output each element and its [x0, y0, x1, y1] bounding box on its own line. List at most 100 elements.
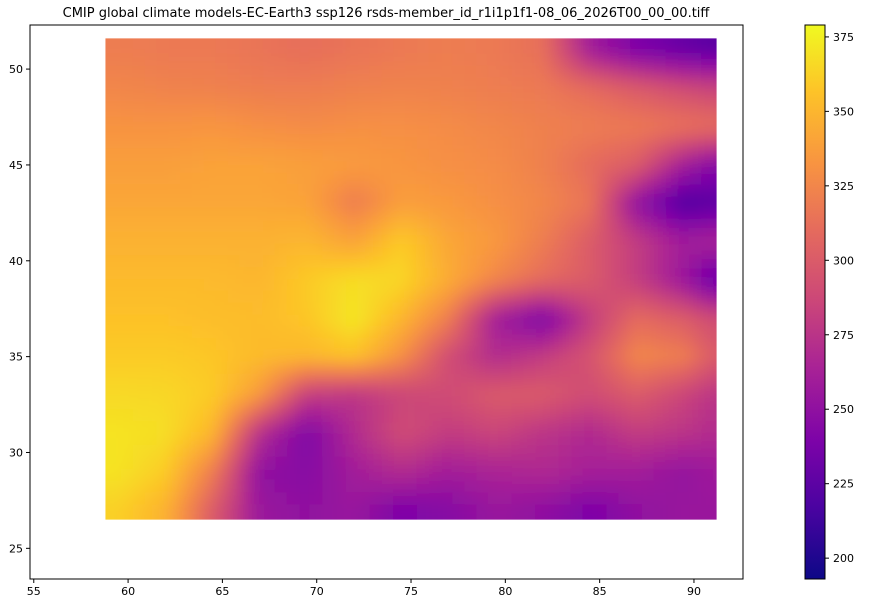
heatmap-cell: [653, 53, 667, 67]
heatmap-cell: [487, 148, 501, 162]
heatmap-cell: [298, 515, 311, 520]
heatmap-cell: [298, 456, 311, 470]
heatmap-cell: [381, 468, 394, 481]
heatmap-cell: [535, 385, 548, 399]
heatmap-cell: [310, 397, 323, 410]
heatmap-cell: [286, 219, 300, 233]
heatmap-cell: [452, 432, 465, 446]
heatmap-cell: [523, 42, 536, 55]
heatmap-cell: [168, 515, 181, 520]
heatmap-cell: [85, 184, 97, 196]
heatmap-cell: [499, 279, 513, 292]
heatmap-cell: [405, 515, 418, 520]
heatmap-cell: [345, 468, 359, 481]
heatmap-cell: [464, 515, 477, 520]
heatmap-cell: [381, 38, 394, 43]
heatmap-cell: [499, 267, 513, 280]
heatmap-cell: [701, 255, 714, 268]
heatmap-cell: [263, 38, 276, 43]
heatmap-cell: [582, 172, 596, 185]
heatmap-cell: [156, 38, 169, 43]
heatmap-cell: [274, 113, 288, 126]
heatmap-cell: [452, 89, 465, 102]
heatmap-cell: [120, 160, 134, 173]
heatmap-cell: [120, 125, 134, 138]
heatmap-cell: [582, 290, 596, 304]
heatmap-cell: [156, 77, 169, 91]
heatmap-cell: [665, 361, 678, 375]
heatmap-cell: [227, 184, 240, 197]
heatmap-cell: [665, 65, 678, 79]
heatmap-cell: [523, 279, 536, 292]
heatmap-cell: [416, 326, 430, 339]
heatmap-cell: [653, 160, 667, 173]
heatmap-cell: [274, 196, 288, 209]
heatmap-cell: [701, 279, 714, 292]
heatmap-cell: [712, 361, 717, 375]
heatmap-cell: [168, 432, 181, 446]
heatmap-cell: [594, 231, 607, 245]
heatmap-cell: [428, 42, 442, 55]
heatmap-cell: [416, 196, 430, 209]
heatmap-cell: [618, 243, 631, 256]
heatmap-cell: [487, 302, 501, 316]
heatmap-cell: [310, 515, 323, 520]
heatmap-cell: [499, 515, 513, 520]
heatmap-cell: [156, 361, 169, 375]
heatmap-cell: [701, 504, 714, 517]
heatmap-cell: [630, 480, 643, 493]
heatmap-cell: [606, 279, 619, 292]
heatmap-cell: [357, 385, 371, 399]
heatmap-cell: [725, 326, 737, 338]
heatmap-cell: [227, 77, 240, 91]
heatmap-cell: [487, 255, 501, 268]
heatmap-cell: [464, 77, 477, 91]
heatmap-cell: [606, 38, 619, 43]
heatmap-cell: [464, 504, 477, 517]
heatmap-cell: [239, 361, 252, 375]
heatmap-cell: [487, 326, 501, 339]
heatmap-cell: [641, 53, 655, 67]
heatmap-cell: [511, 480, 525, 493]
heatmap-cell: [168, 148, 181, 162]
heatmap-cell: [405, 373, 418, 387]
heatmap-cell: [215, 184, 229, 197]
heatmap-cell: [452, 113, 465, 126]
heatmap-cell: [499, 172, 513, 185]
heatmap-cell: [156, 231, 169, 245]
heatmap-cell: [156, 326, 169, 339]
heatmap-cell: [618, 528, 630, 540]
heatmap-cell: [523, 101, 536, 114]
heatmap-cell: [570, 172, 584, 185]
heatmap-cell: [251, 136, 264, 150]
heatmap-cell: [677, 184, 690, 197]
heatmap-cell: [132, 361, 146, 375]
heatmap-cell: [251, 231, 264, 245]
heatmap-cell: [109, 160, 122, 173]
heatmap-cell: [535, 515, 548, 520]
heatmap-cell: [428, 207, 442, 221]
heatmap-cell: [440, 53, 454, 67]
heatmap-cell: [665, 231, 678, 245]
heatmap-cell: [440, 326, 454, 339]
heatmap-cell: [215, 255, 229, 268]
heatmap-cell: [322, 255, 335, 268]
heatmap-cell: [701, 432, 714, 446]
heatmap-cell: [251, 77, 264, 91]
heatmap-cell: [559, 480, 572, 493]
heatmap-cell: [428, 421, 442, 434]
heatmap-cell: [322, 77, 335, 91]
heatmap-cell: [180, 385, 193, 399]
heatmap-cell: [168, 160, 181, 173]
heatmap-cell: [263, 421, 276, 434]
heatmap-cell: [381, 65, 394, 79]
heatmap-cell: [630, 89, 643, 102]
heatmap-cell: [594, 373, 607, 387]
heatmap-cell: [105, 136, 110, 150]
heatmap-cell: [559, 53, 572, 67]
heatmap-cell: [416, 456, 430, 470]
heatmap-cell: [594, 279, 607, 292]
heatmap-cell: [85, 208, 97, 220]
heatmap-cell: [487, 279, 501, 292]
heatmap-cell: [286, 515, 300, 520]
